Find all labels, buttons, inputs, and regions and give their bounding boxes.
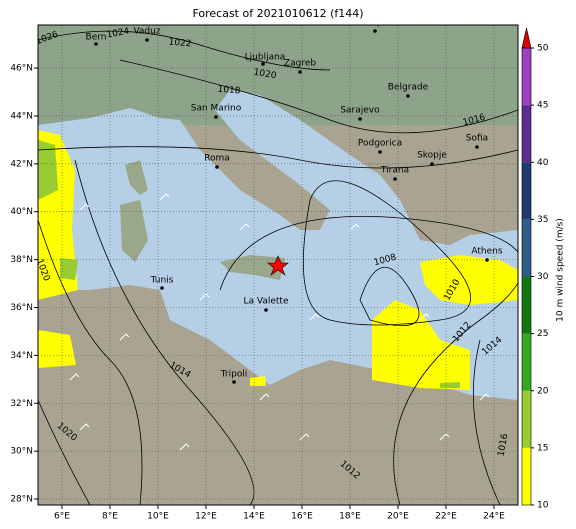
- colorbar-tick-label: 35: [537, 215, 548, 225]
- city-label: Sarajevo: [340, 106, 380, 116]
- city-dot: [261, 62, 265, 66]
- colorbar-tick-label: 50: [537, 44, 549, 54]
- colorbar-tick-label: 25: [537, 329, 548, 339]
- colorbar-segment: [522, 333, 531, 391]
- colorbar-label: 10 m wind speed (m/s): [556, 218, 566, 322]
- city-label: San Marino: [191, 104, 242, 114]
- y-tick-label: 46°N: [10, 64, 33, 74]
- colorbar-segment: [522, 162, 531, 220]
- city-dot: [160, 286, 164, 290]
- isobar-label: 1016: [497, 433, 511, 458]
- city-dot: [358, 117, 362, 121]
- city-label: Vaduz: [133, 27, 160, 37]
- city-dot: [393, 177, 397, 181]
- city-dot: [145, 38, 149, 42]
- city-dot: [298, 70, 302, 74]
- colorbar-tick-label: 20: [537, 386, 549, 396]
- x-tick-label: 12°E: [195, 512, 217, 522]
- city-dot: [215, 165, 219, 169]
- city-label: Sofia: [466, 134, 488, 144]
- x-tick-label: 10°E: [147, 512, 169, 522]
- city-dot: [430, 162, 434, 166]
- city-label: Roma: [204, 154, 230, 164]
- colorbar-segment: [522, 48, 531, 106]
- colorbar: 10 15 20 25 30 35 40 45 50 10 m wind speed (m/s): [521, 27, 566, 511]
- isobar-label: 1022: [168, 38, 192, 50]
- x-tick-label: 16°E: [291, 512, 313, 522]
- y-tick-label: 34°N: [10, 351, 33, 361]
- city-label: Podgorica: [358, 139, 402, 149]
- sicily: [220, 255, 285, 280]
- colorbar-segment: [522, 276, 531, 334]
- y-tick-label: 44°N: [10, 111, 33, 121]
- y-tick-label: 42°N: [10, 159, 33, 169]
- isobar-label: 1020: [253, 68, 278, 82]
- city-dot: [232, 380, 236, 384]
- colorbar-tick-label: 30: [537, 272, 549, 282]
- city-dot: [94, 42, 98, 46]
- city-label: Tirana: [380, 166, 409, 176]
- isobar-label: 1024: [106, 27, 131, 41]
- colorbar-segment: [522, 105, 531, 163]
- x-tick-label: 22°E: [435, 512, 457, 522]
- x-tick-label: 20°E: [387, 512, 409, 522]
- city-label: Bern: [86, 33, 107, 43]
- city-dot: [373, 29, 377, 33]
- city-label: Tripoli: [220, 370, 248, 380]
- title: Forecast of 2021010612 (f144): [192, 7, 363, 20]
- y-tick-label: 28°N: [10, 495, 33, 505]
- star-marker: [267, 255, 289, 276]
- isobars: [38, 30, 518, 505]
- colorbar-segment: [522, 447, 531, 505]
- x-tick-label: 14°E: [243, 512, 265, 522]
- y-tick-label: 40°N: [10, 207, 33, 217]
- x-tick-label: 24°E: [483, 512, 505, 522]
- colorbar-tick-label: 10: [537, 501, 549, 511]
- city-dot: [475, 145, 479, 149]
- city-dot: [406, 94, 410, 98]
- axes: 6°E 8°E 10°E 12°E 14°E 16°E 18°E 20°E 22°E 24°E 28…: [10, 64, 505, 522]
- x-tick-label: 8°E: [102, 512, 118, 522]
- y-tick-label: 30°N: [10, 447, 33, 457]
- colorbar-segment: [522, 390, 531, 448]
- x-tick-label: 18°E: [339, 512, 361, 522]
- city-dot: [485, 258, 489, 262]
- city-label: Ljubljana: [245, 53, 286, 63]
- isobar-label: 1018: [217, 85, 241, 97]
- y-tick-label: 32°N: [10, 399, 33, 409]
- city-label: Athens: [471, 247, 502, 257]
- city-label: Belgrade: [388, 83, 429, 93]
- colorbar-extend: [521, 27, 532, 49]
- y-tick-label: 36°N: [10, 303, 33, 313]
- colorbar-segment: [522, 219, 531, 277]
- map-frame: [37, 24, 519, 506]
- y-tick-label: 38°N: [10, 255, 33, 265]
- city-label: Tunis: [150, 276, 174, 286]
- city-label: La Valette: [244, 297, 289, 307]
- city-dot: [264, 308, 268, 312]
- city-dot: [378, 150, 382, 154]
- colorbar-tick-label: 45: [537, 101, 548, 111]
- colorbar-tick-label: 15: [537, 443, 548, 453]
- city-label: Budapest: [354, 18, 397, 28]
- grid: [38, 25, 518, 505]
- colorbar-tick-label: 40: [537, 158, 549, 168]
- city-label: Zagreb: [284, 59, 316, 69]
- x-tick-label: 6°E: [54, 512, 70, 522]
- islands: [120, 160, 148, 262]
- city-dot: [214, 115, 218, 119]
- city-label: Skopje: [417, 151, 447, 161]
